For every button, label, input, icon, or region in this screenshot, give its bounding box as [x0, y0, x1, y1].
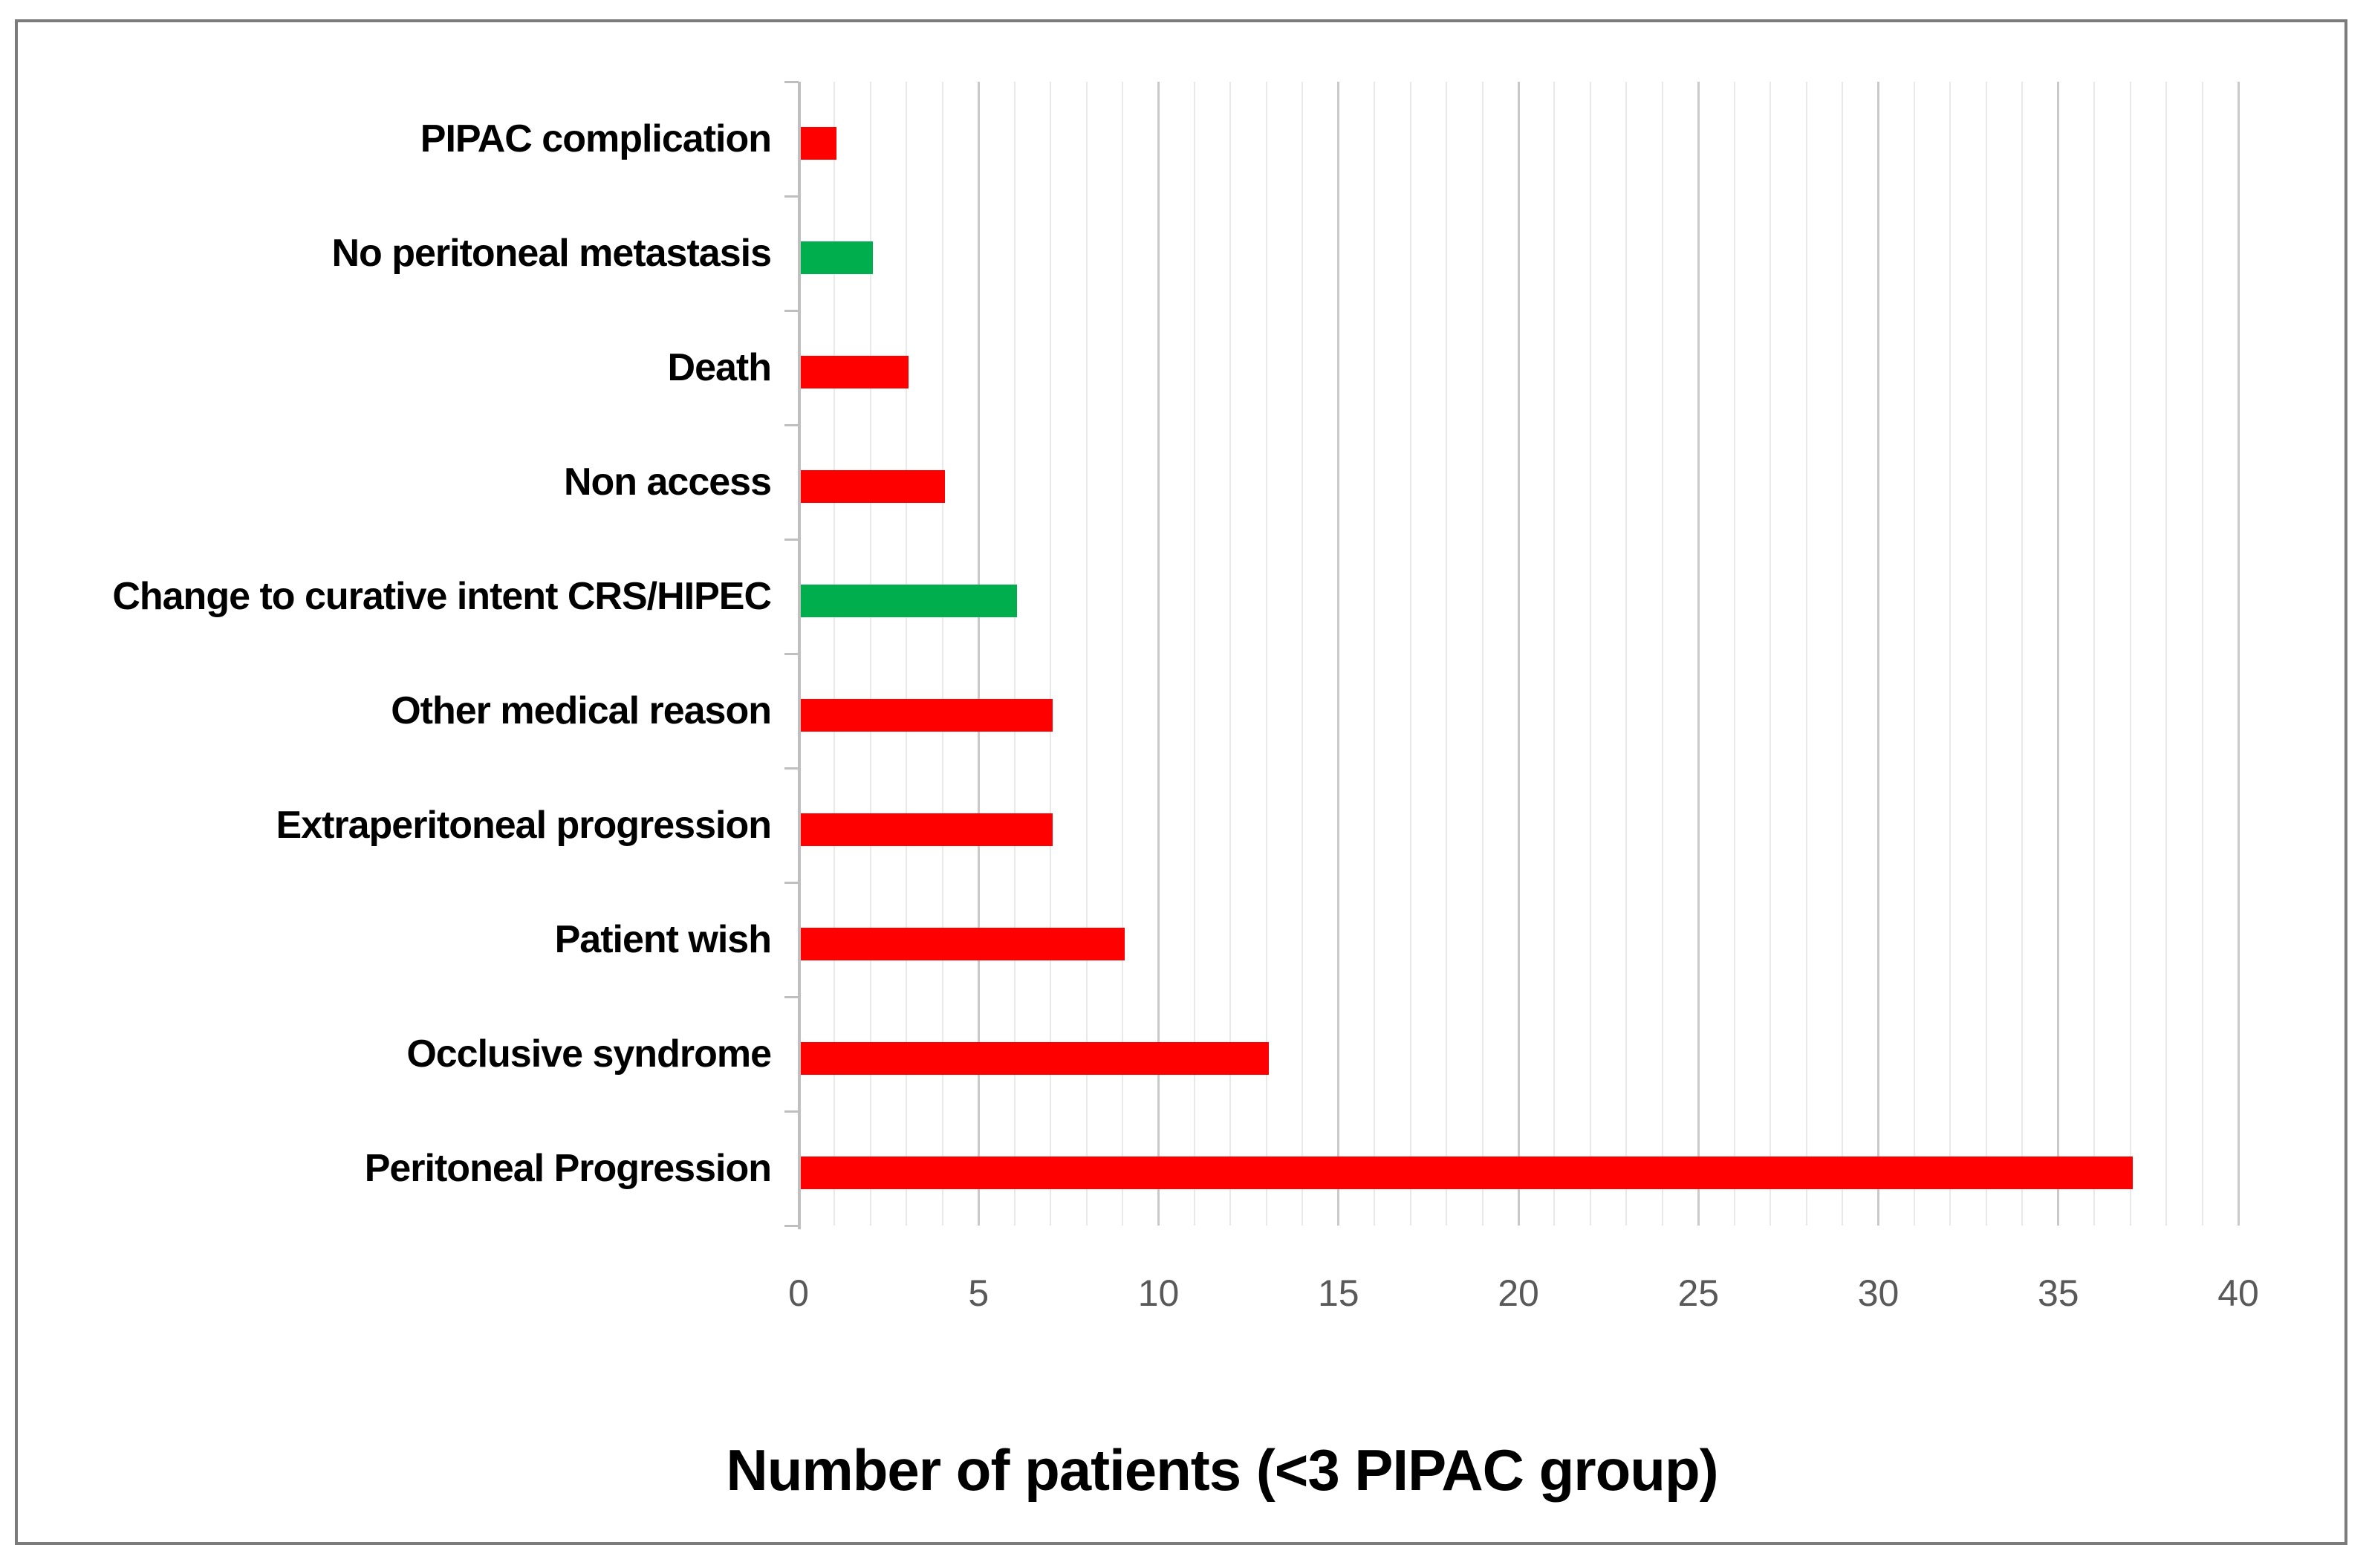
major-gridline [1697, 82, 1700, 1226]
minor-gridline [1625, 82, 1628, 1226]
bar [801, 813, 1053, 846]
major-gridline [1517, 82, 1520, 1226]
category-label: PIPAC complication [420, 117, 772, 160]
bar [801, 585, 1017, 617]
x-axis-tick-label: 10 [1137, 1272, 1180, 1314]
minor-gridline [1589, 82, 1591, 1226]
minor-gridline [869, 82, 871, 1226]
bar [801, 127, 837, 160]
minor-gridline [1122, 82, 1124, 1226]
minor-gridline [2093, 82, 2096, 1226]
category-axis-tick [784, 423, 799, 426]
minor-gridline [1193, 82, 1195, 1226]
minor-gridline [1553, 82, 1556, 1226]
bar [801, 470, 945, 503]
major-gridline [1877, 82, 1879, 1226]
bar [801, 928, 1125, 960]
bar [801, 356, 909, 388]
category-label: Other medical reason [391, 689, 772, 732]
minor-gridline [941, 82, 943, 1226]
minor-gridline [1229, 82, 1232, 1226]
category-label: Death [667, 346, 772, 389]
minor-gridline [1374, 82, 1376, 1226]
category-axis-tick [784, 1224, 799, 1227]
major-gridline [2057, 82, 2060, 1226]
category-axis-tick [784, 195, 799, 198]
category-label: Occlusive syndrome [406, 1032, 772, 1076]
category-label: No peritoneal metastasis [331, 232, 772, 275]
category-axis-tick [784, 1110, 799, 1113]
minor-gridline [1085, 82, 1088, 1226]
minor-gridline [1409, 82, 1411, 1226]
minor-gridline [1949, 82, 1952, 1226]
x-axis-tick-label: 35 [2037, 1272, 2079, 1314]
category-axis-tick [784, 309, 799, 312]
major-gridline [2237, 82, 2240, 1226]
category-axis-tick [784, 767, 799, 770]
figure-border [15, 19, 2347, 1545]
major-gridline [1157, 82, 1160, 1226]
minor-gridline [1050, 82, 1052, 1226]
category-label: Non access [563, 461, 772, 504]
x-axis-tick-label: 15 [1317, 1272, 1359, 1314]
minor-gridline [833, 82, 836, 1226]
minor-gridline [1302, 82, 1304, 1226]
category-axis-tick [784, 80, 799, 83]
minor-gridline [1446, 82, 1448, 1226]
y-axis-line [798, 82, 801, 1229]
major-gridline [1337, 82, 1340, 1226]
x-axis-tick-label: 0 [788, 1272, 809, 1314]
minor-gridline [2129, 82, 2131, 1226]
x-axis-tick-label: 40 [2217, 1272, 2259, 1314]
minor-gridline [1770, 82, 1772, 1226]
category-axis-tick [784, 881, 799, 884]
x-axis-tick-label: 30 [1857, 1272, 1900, 1314]
minor-gridline [906, 82, 908, 1226]
minor-gridline [2021, 82, 2024, 1226]
minor-gridline [2165, 82, 2168, 1226]
minor-gridline [1481, 82, 1484, 1226]
minor-gridline [1013, 82, 1015, 1226]
bar [801, 1157, 2133, 1189]
minor-gridline [1842, 82, 1844, 1226]
category-axis-tick [784, 652, 799, 655]
category-axis-tick [784, 995, 799, 998]
minor-gridline [1661, 82, 1663, 1226]
x-axis-tick-label: 25 [1677, 1272, 1720, 1314]
bar [801, 241, 873, 274]
bar [801, 1042, 1269, 1075]
x-axis-tick-label: 20 [1498, 1272, 1539, 1314]
category-label: Peritoneal Progression [364, 1147, 772, 1190]
major-gridline [977, 82, 980, 1226]
category-axis-tick [784, 538, 799, 541]
x-axis-title: Number of patients (<3 PIPAC group) [726, 1437, 1718, 1503]
category-label: Patient wish [554, 918, 772, 961]
category-label: Change to curative intent CRS/HIPEC [112, 575, 772, 618]
minor-gridline [1265, 82, 1267, 1226]
minor-gridline [1805, 82, 1807, 1226]
minor-gridline [1985, 82, 1987, 1226]
x-axis-tick-label: 5 [968, 1272, 989, 1314]
bar [801, 699, 1053, 732]
category-label: Extraperitoneal progression [276, 804, 772, 847]
minor-gridline [2201, 82, 2203, 1226]
minor-gridline [1913, 82, 1915, 1226]
minor-gridline [1733, 82, 1735, 1226]
